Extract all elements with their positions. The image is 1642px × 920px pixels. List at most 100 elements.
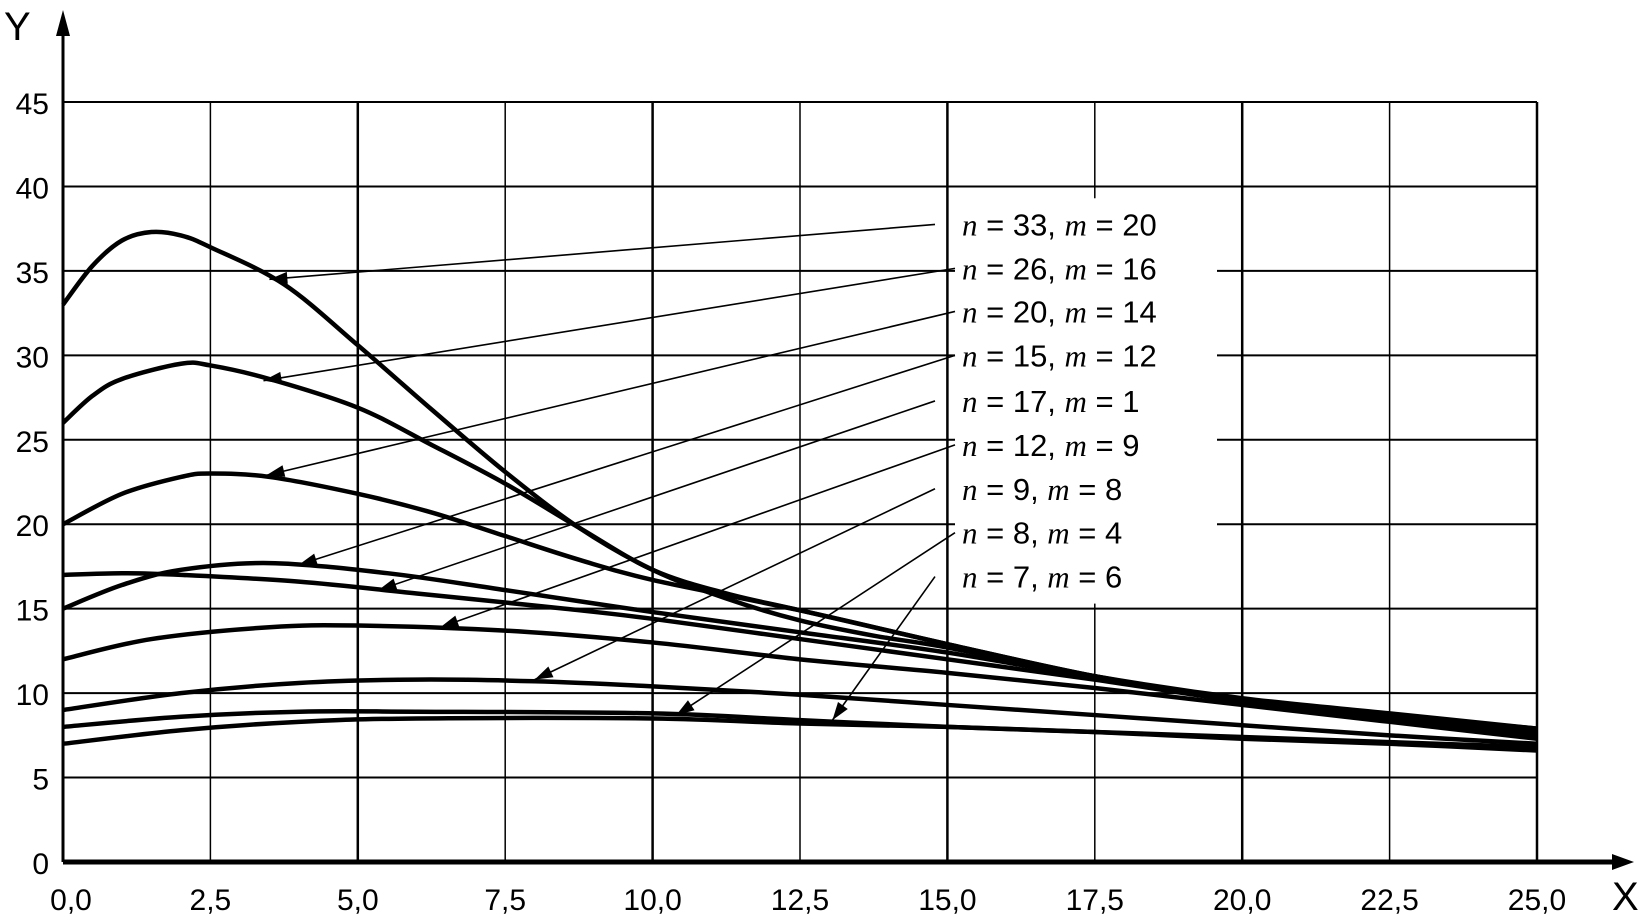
label-part: m (1065, 207, 1087, 242)
label-part: n (962, 294, 978, 329)
y-tick-label: 0 (32, 848, 49, 881)
x-tick-label: 12,5 (771, 884, 829, 917)
x-tick-label: 5,0 (337, 884, 379, 917)
label-part: = 26, (978, 251, 1065, 286)
label-part: = 8, (978, 516, 1048, 551)
y-tick-label: 15 (16, 595, 49, 628)
label-box (955, 198, 1217, 604)
x-tick-label: 17,5 (1066, 884, 1124, 917)
y-tick-label: 25 (16, 426, 49, 459)
label-part: = 14 (1087, 294, 1157, 329)
label-part: n (962, 560, 978, 595)
label-part: = 6 (1070, 560, 1123, 595)
series-line (62, 715, 1538, 753)
series-label: n = 20, m = 14 (962, 294, 1157, 329)
annotation-arrow-line (378, 400, 936, 591)
series-line (62, 622, 1538, 741)
y-tick-label: 45 (16, 88, 49, 121)
label-part: m (1065, 428, 1087, 463)
label-part: = 9, (978, 472, 1048, 507)
series-label: n = 26, m = 16 (962, 251, 1157, 286)
label-part: m (1047, 472, 1069, 507)
series-label: n = 15, m = 12 (962, 338, 1157, 373)
series-label: n = 8, m = 4 (962, 516, 1122, 551)
label-part: = 7, (978, 560, 1048, 595)
series-curves (61, 229, 1538, 753)
series-line (62, 677, 1538, 747)
arrowhead-icon (676, 700, 695, 716)
label-part: = 12 (1087, 338, 1157, 373)
label-part: m (1065, 251, 1087, 286)
label-part: n (962, 428, 978, 463)
arrowhead-icon (832, 701, 848, 721)
series-label: n = 33, m = 20 (962, 207, 1157, 242)
arrowhead-icon (266, 465, 286, 477)
arrowhead-icon (534, 666, 554, 680)
label-part: = 1 (1087, 384, 1140, 419)
axes (56, 10, 1634, 870)
x-tick-label: 2,5 (190, 884, 232, 917)
y-tick-label: 35 (16, 257, 49, 290)
annotations: n = 33, m = 20n = 26, m = 16n = 20, m = … (263, 207, 1157, 721)
label-part: = 16 (1087, 251, 1157, 286)
annotation-arrow-line (269, 223, 936, 281)
series-label: n = 12, m = 9 (962, 428, 1140, 463)
y-tick-label: 5 (32, 764, 49, 797)
label-part: = 4 (1070, 516, 1123, 551)
x-tick-label: 10,0 (623, 884, 681, 917)
x-tick-label: 15,0 (918, 884, 976, 917)
x-tick-label: 25,0 (1508, 884, 1566, 917)
label-part: = 9 (1087, 428, 1140, 463)
label-part: n (962, 384, 978, 419)
arrowhead-icon (378, 578, 398, 591)
x-tick-label: 22,5 (1360, 884, 1418, 917)
label-part: = 12, (978, 428, 1065, 463)
tick-labels: 0 5 10 15 20 25 30 35 40 45 0,0 2,5 5,0 7,5 10,0 12,5 15… (16, 88, 1567, 917)
y-tick-label: 30 (16, 341, 49, 374)
label-part: = 17, (978, 384, 1065, 419)
arrowhead-icon (298, 553, 318, 565)
label-part: m (1065, 338, 1087, 373)
label-part: m (1065, 384, 1087, 419)
label-part: n (962, 472, 978, 507)
y-axis-label: Y (4, 5, 31, 49)
label-part: n (962, 207, 978, 242)
label-part: m (1065, 294, 1087, 329)
annotation-arrow-line (298, 354, 956, 566)
arrowhead-icon (263, 371, 283, 384)
label-part: m (1047, 516, 1069, 551)
label-part: = 20, (978, 294, 1065, 329)
x-axis-arrow-icon (1612, 854, 1634, 870)
x-tick-label: 7,5 (484, 884, 526, 917)
x-axis-label: X (1612, 875, 1639, 919)
y-tick-label: 10 (16, 679, 49, 712)
series-line (62, 570, 1538, 738)
label-part: = 33, (978, 207, 1065, 242)
series-label: n = 9, m = 8 (962, 472, 1122, 507)
y-tick-label: 40 (16, 172, 49, 205)
x-tick-label: 20,0 (1213, 884, 1271, 917)
series-label: n = 7, m = 6 (962, 560, 1122, 595)
label-part: = 8 (1070, 472, 1123, 507)
annotation-arrow-line (266, 310, 956, 477)
annotation-arrow-line (675, 531, 956, 716)
label-background (955, 198, 1217, 604)
y-axis-arrow-icon (56, 10, 70, 36)
label-part: n (962, 251, 978, 286)
series-label: n = 17, m = 1 (962, 384, 1140, 419)
label-part: m (1047, 560, 1069, 595)
grid (63, 101, 1539, 862)
arrowhead-icon (269, 271, 288, 284)
label-part: = 15, (978, 338, 1065, 373)
annotation-arrow-line (263, 267, 956, 382)
annotation-arrow-line (534, 488, 936, 681)
label-part: = 20 (1087, 207, 1157, 242)
annotation-arrow-line (440, 444, 956, 628)
label-part: n (962, 338, 978, 373)
arrowhead-icon (440, 615, 460, 628)
annotation-arrow-line (831, 576, 936, 721)
x-tick-label: 0,0 (50, 884, 92, 917)
y-tick-label: 20 (16, 510, 49, 543)
label-part: n (962, 516, 978, 551)
